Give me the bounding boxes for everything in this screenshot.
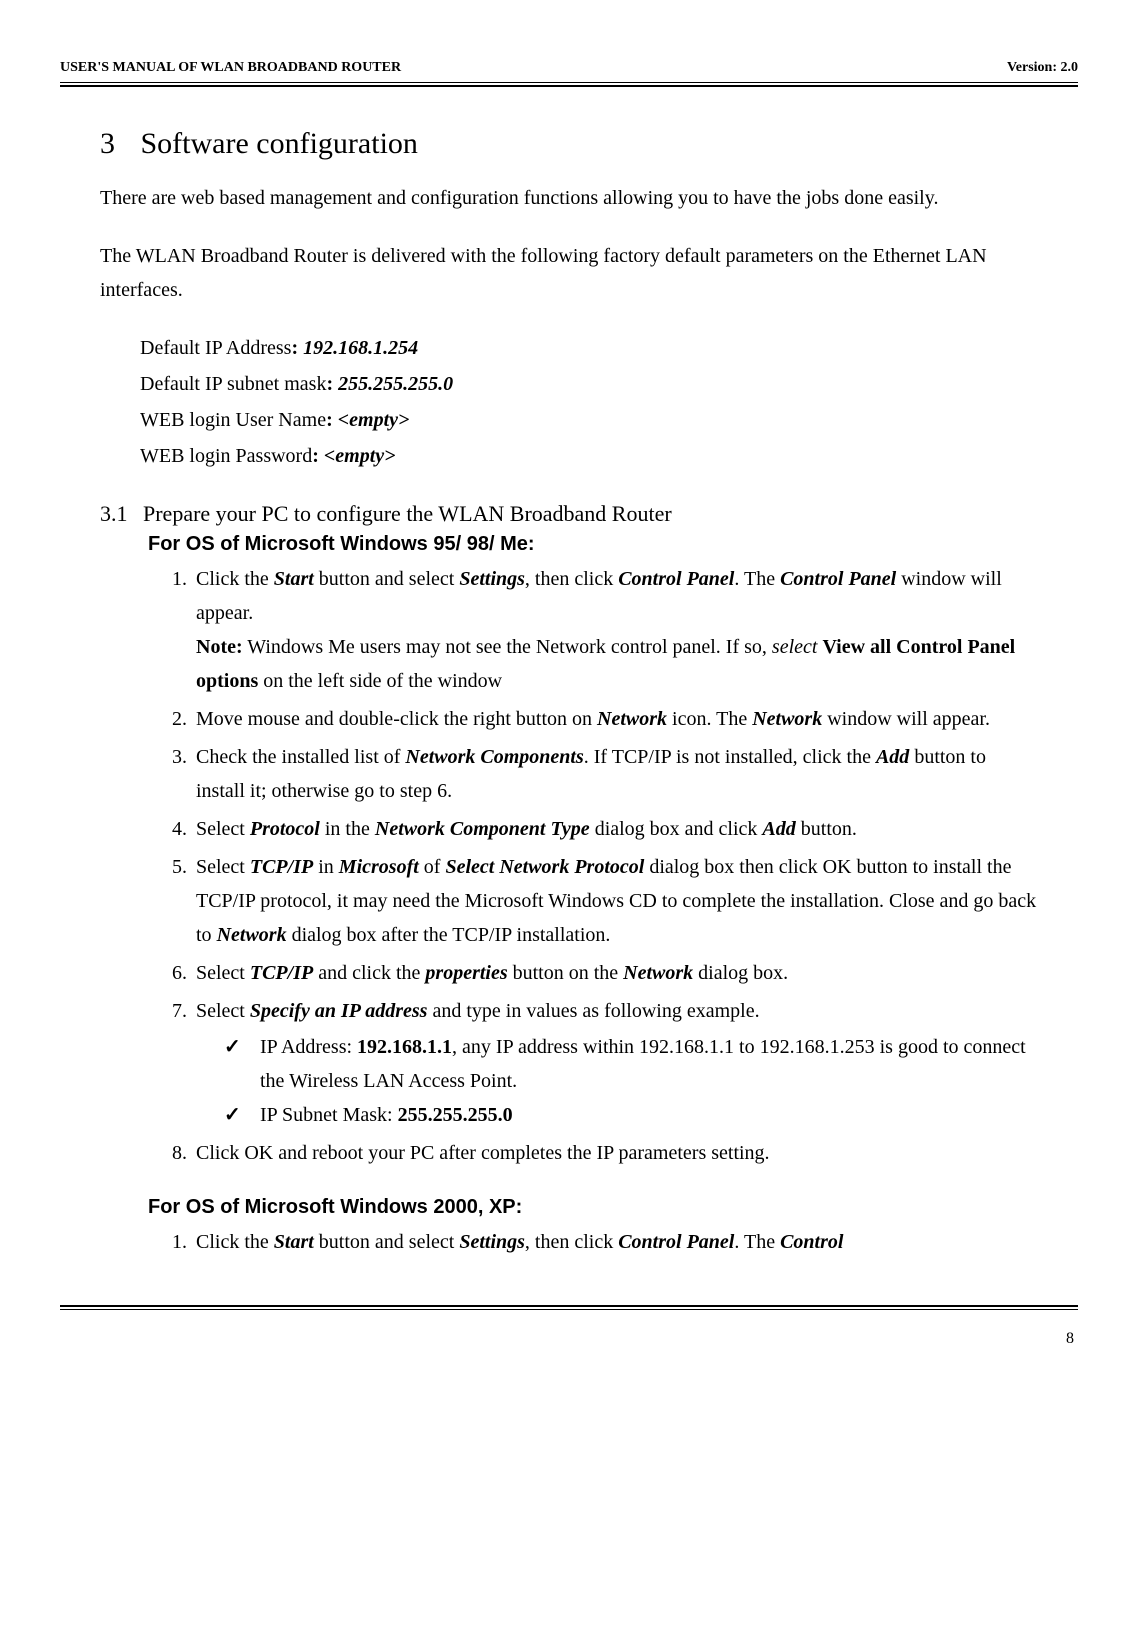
intro-para-1: There are web based management and confi… bbox=[100, 181, 1038, 215]
bullet-ip-address: IP Address: 192.168.1.1, any IP address … bbox=[224, 1030, 1038, 1098]
header-left: USER'S MANUAL OF WLAN BROADBAND ROUTER bbox=[60, 60, 401, 76]
step-6: Select TCP/IP and click the properties b… bbox=[192, 956, 1038, 990]
section-title: 3.1 Prepare your PC to configure the WLA… bbox=[100, 501, 1038, 527]
step-5: Select TCP/IP in Microsoft of Select Net… bbox=[192, 850, 1038, 952]
chapter-title: 3 Software configuration bbox=[100, 127, 1038, 161]
os2-steps: Click the Start button and select Settin… bbox=[192, 1225, 1038, 1259]
section-number: 3.1 bbox=[100, 501, 128, 527]
header-rule-thin bbox=[60, 82, 1078, 83]
bullet-subnet-mask: IP Subnet Mask: 255.255.255.0 bbox=[224, 1098, 1038, 1132]
section-title-text: Prepare your PC to configure the WLAN Br… bbox=[143, 501, 672, 526]
os2-heading: For OS of Microsoft Windows 2000, XP: bbox=[148, 1196, 1038, 1219]
chapter-title-text: Software configuration bbox=[141, 127, 418, 160]
step-2: Move mouse and double-click the right bu… bbox=[192, 702, 1038, 736]
step-8: Click OK and reboot your PC after comple… bbox=[192, 1136, 1038, 1170]
chapter-number: 3 bbox=[100, 127, 115, 161]
step-3: Check the installed list of Network Comp… bbox=[192, 740, 1038, 808]
os1-steps: Click the Start button and select Settin… bbox=[192, 562, 1038, 1170]
os1-heading: For OS of Microsoft Windows 95/ 98/ Me: bbox=[148, 533, 1038, 556]
page-content: 3 Software configuration There are web b… bbox=[60, 87, 1078, 1283]
step-7: Select Specify an IP address and type in… bbox=[192, 994, 1038, 1132]
intro-para-2: The WLAN Broadband Router is delivered w… bbox=[100, 239, 1038, 307]
page-number: 8 bbox=[60, 1330, 1078, 1348]
footer-rule-thick bbox=[60, 1305, 1078, 1307]
page-header: USER'S MANUAL OF WLAN BROADBAND ROUTER V… bbox=[60, 60, 1078, 80]
footer-rule-thin bbox=[60, 1309, 1078, 1310]
step-1: Click the Start button and select Settin… bbox=[192, 562, 1038, 698]
defaults-block: Default IP Address: 192.168.1.254 Defaul… bbox=[100, 331, 1038, 473]
step-7-bullets: IP Address: 192.168.1.1, any IP address … bbox=[224, 1030, 1038, 1132]
step-4: Select Protocol in the Network Component… bbox=[192, 812, 1038, 846]
header-right: Version: 2.0 bbox=[1007, 60, 1078, 76]
os2-step-1: Click the Start button and select Settin… bbox=[192, 1225, 1038, 1259]
